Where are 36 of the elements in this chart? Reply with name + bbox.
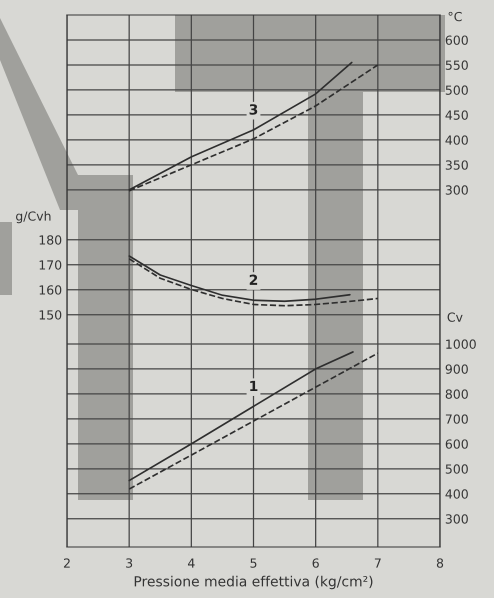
y-tick-label: 180 (40, 235, 62, 245)
x-tick-label: 4 (188, 558, 195, 568)
y3-tick-label: 700 (446, 414, 468, 424)
y-axis-title: g/Cvh (16, 211, 50, 224)
series-label: 3 (250, 104, 258, 115)
y3-axis-title: Cv (448, 312, 463, 322)
series-label: 2 (250, 274, 258, 285)
y3-tick-label: 1000 (446, 339, 476, 349)
x-tick-label: 3 (126, 558, 132, 568)
series-label: 1 (250, 380, 258, 391)
y3-tick-label: 600 (446, 439, 468, 449)
x-tick-label: 6 (312, 558, 319, 568)
x-tick-label: 8 (436, 558, 444, 568)
y3-tick-label: 400 (445, 489, 468, 499)
y-tick-label: 150 (40, 310, 62, 320)
y3-tick-label: 300 (446, 514, 468, 524)
y3-tick-label: 800 (446, 389, 468, 399)
y2-tick-label: 350 (446, 160, 468, 170)
y2-tick-label: 550 (446, 60, 468, 70)
line-series (128, 258, 379, 307)
y2-tick-label: 450 (445, 110, 468, 120)
y2-tick-label: 500 (446, 85, 468, 95)
y3-tick-label: 500 (446, 464, 468, 474)
x-tick-label: 7 (374, 558, 381, 568)
y-tick-label: 170 (40, 260, 62, 270)
y2-axis-title: °C (448, 12, 462, 22)
x-tick-label: 5 (250, 558, 256, 568)
x-tick-label: 2 (64, 558, 70, 568)
y-tick-label: 160 (40, 285, 62, 295)
y3-tick-label: 900 (446, 364, 468, 374)
y2-tick-label: 400 (445, 135, 468, 145)
line-series (128, 352, 379, 490)
y2-tick-label: 300 (446, 185, 468, 195)
y2-tick-label: 600 (446, 35, 468, 45)
x-axis-title: Pressione media effettiva (kg/cm²) (134, 576, 372, 590)
line-series (128, 351, 354, 482)
